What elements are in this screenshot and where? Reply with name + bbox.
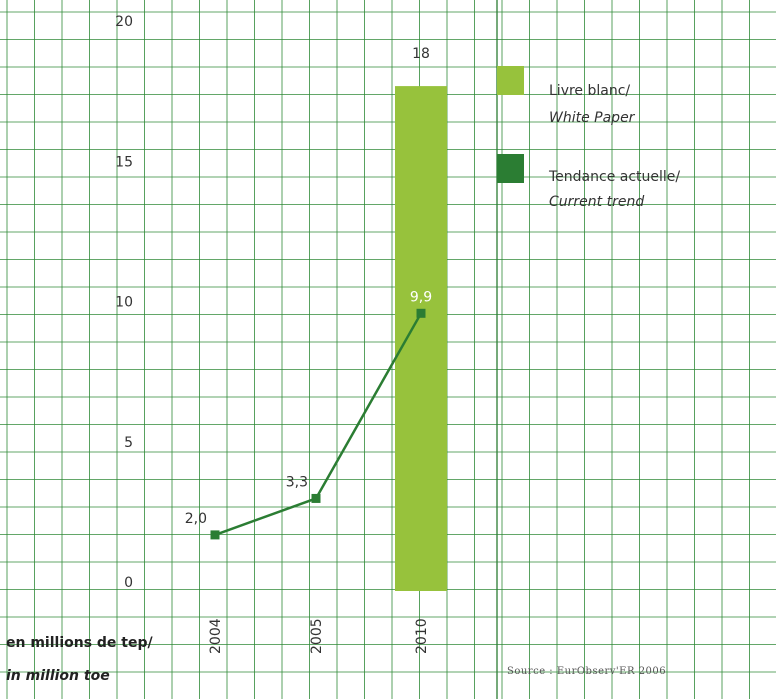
bars	[395, 86, 447, 591]
legend-swatch-current-trend	[497, 154, 524, 183]
legend-label-current-trend-fr: Tendance actuelle/	[548, 169, 680, 185]
trend-value-label-2005: 3,3	[286, 474, 308, 490]
y-tick-label-10: 10	[115, 295, 133, 311]
unit-label-en: in million toe	[6, 668, 110, 684]
labels: 18 2,0 3,3 9,9 0 5 10 15 20 2004 2005 2010	[115, 14, 432, 654]
trend-line-layer	[210, 308, 426, 540]
legend-label-white-paper-en: White Paper	[549, 110, 636, 126]
y-tick-label-0: 0	[124, 575, 133, 591]
x-tick-label-2005: 2005	[309, 618, 325, 654]
y-tick-label-5: 5	[124, 435, 133, 451]
trend-point-2010	[416, 308, 426, 318]
legend-label-white-paper-fr: Livre blanc/	[549, 83, 630, 99]
trend-value-label-2010: 9,9	[410, 289, 432, 305]
trend-point-2004	[210, 530, 220, 540]
trend-value-label-2004: 2,0	[185, 511, 207, 527]
source-note: Source : EurObserv'ER 2006	[507, 666, 666, 677]
trend-point-2005	[311, 493, 321, 503]
legend-swatch-white-paper	[497, 66, 524, 95]
x-tick-label-2010: 2010	[414, 618, 430, 654]
legend: Livre blanc/ White Paper Tendance actuel…	[497, 66, 680, 210]
y-tick-label-20: 20	[115, 14, 133, 30]
legend-label-current-trend-en: Current trend	[549, 194, 644, 210]
bar-value-label-2010: 18	[412, 46, 430, 62]
x-tick-label-2004: 2004	[208, 618, 224, 654]
bar-white-paper-2010	[395, 86, 447, 591]
unit-label-fr: en millions de tep/	[6, 635, 154, 651]
y-tick-label-15: 15	[115, 154, 133, 170]
